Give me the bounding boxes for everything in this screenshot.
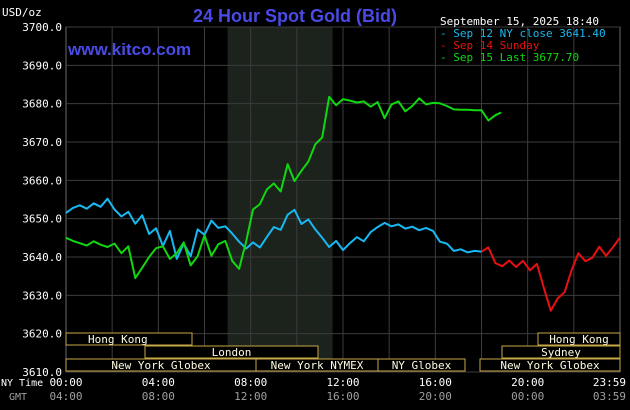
y-tick-label: 3640.0 [22,251,62,264]
x-tick-gmt: 03:59 [593,390,626,403]
grid-lines [66,26,620,373]
market-bar [479,358,621,372]
x-tick-gmt: 16:00 [326,390,359,403]
y-tick-label: 3660.0 [22,174,62,187]
y-tick-label: 3610.0 [22,366,62,379]
x-tick-gmt: 20:00 [419,390,452,403]
legend-entry: - Sep 12 NY close 3641.40 [440,27,606,40]
x-tick-gmt: 12:00 [234,390,267,403]
x-tick-ny: 12:00 [326,376,359,389]
market-label: Hong Kong [88,333,148,346]
market-label: Sydney [541,346,581,359]
price-series [65,95,621,312]
series-line-3 [65,95,502,280]
x-tick-ny: 04:00 [142,376,175,389]
site-url: www.kitco.com [67,40,191,59]
series-line-2 [480,237,621,312]
y-axis-ticks: 3610.0 3620.0 3630.0 3640.0 3650.0 3660.0 3670… [22,21,62,379]
y-tick-label: 3700.0 [22,21,62,34]
market-label: Hong Kong [549,333,609,346]
highlight-band [227,27,333,372]
market-bar [65,332,193,346]
market-label: New York Globex [500,359,600,372]
market-label: New York NYMEX [271,359,364,372]
gmt-label: GMT [9,392,27,403]
y-tick-label: 3620.0 [22,328,62,341]
market-bar [537,332,621,346]
legend: - Sep 12 NY close 3641.40- Sep 14 Sunday… [440,27,606,64]
x-tick-ny: 08:00 [234,376,267,389]
market-label: NY Globex [392,359,452,372]
x-axis-ticks: 00:00 04:00 08:00 12:00 16:00 20:00 23:5904:00… [49,376,626,403]
market-bar [501,345,621,359]
ny-time-label: NY Time [1,378,43,389]
x-tick-gmt: 00:00 [511,390,544,403]
x-tick-ny: 23:59 [593,376,626,389]
chart-title: 24 Hour Spot Gold (Bid) [193,6,397,26]
x-tick-ny: 16:00 [419,376,452,389]
market-bar [144,345,319,359]
y-tick-label: 3690.0 [22,59,62,72]
legend-entry: - Sep 15 Last 3677.70 [440,51,579,64]
timestamp: September 15, 2025 18:40 [440,15,599,28]
legend-entry: - Sep 14 Sunday [440,39,540,52]
y-tick-label: 3630.0 [22,289,62,302]
market-label: London [212,346,252,359]
y-tick-label: 3670.0 [22,136,62,149]
x-tick-gmt: 08:00 [142,390,175,403]
x-tick-ny: 00:00 [49,376,82,389]
y-axis-unit: USD/oz [2,6,42,19]
x-tick-gmt: 04:00 [49,390,82,403]
y-tick-label: 3680.0 [22,98,62,111]
trading-highlight-band [227,27,333,372]
x-tick-ny: 20:00 [511,376,544,389]
market-label: New York Globex [111,359,211,372]
series-line-1 [65,197,482,260]
market-bar [377,358,466,372]
y-tick-label: 3650.0 [22,213,62,226]
